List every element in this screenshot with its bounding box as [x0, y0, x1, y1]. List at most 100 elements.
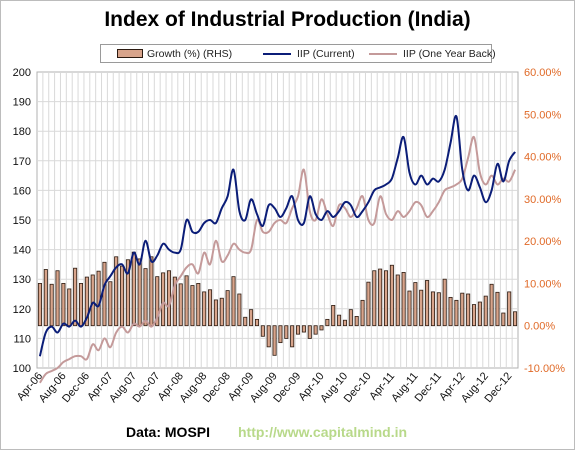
growth-bar	[84, 276, 89, 327]
growth-bar	[413, 282, 418, 327]
growth-bar	[290, 325, 295, 348]
data-source-label: Data: MOSPI	[126, 424, 211, 440]
left-tick-label: 180	[13, 126, 31, 138]
growth-bar	[61, 283, 66, 327]
chart-title: Index of Industrial Production (India)	[104, 8, 471, 31]
growth-bar	[301, 325, 306, 333]
right-tick-label: 20.00%	[524, 236, 562, 248]
growth-bar	[37, 283, 42, 327]
growth-bar	[125, 259, 130, 327]
growth-bar	[67, 288, 72, 327]
growth-bar	[131, 251, 136, 327]
growth-bar	[507, 291, 512, 327]
growth-bar	[366, 281, 371, 327]
growth-bar	[249, 309, 254, 327]
growth-bar	[178, 283, 183, 327]
series-line-iip-current	[38, 114, 516, 357]
growth-bar	[137, 258, 142, 327]
growth-bar	[401, 272, 406, 327]
growth-bar	[389, 264, 394, 327]
growth-bar	[114, 256, 119, 327]
growth-bar	[231, 276, 236, 327]
left-tick-label: 100	[13, 363, 31, 375]
growth-bar	[120, 265, 125, 327]
growth-bar	[442, 278, 447, 327]
left-tick-label: 150	[13, 215, 31, 227]
growth-bar	[407, 290, 412, 327]
left-tick-label: 140	[13, 245, 31, 257]
growth-bar	[425, 280, 430, 327]
growth-bar	[166, 270, 171, 327]
growth-bar	[296, 325, 301, 335]
growth-bar	[96, 270, 101, 327]
growth-bar	[454, 299, 459, 327]
legend: Growth (%) (RHS) IIP (Current) IIP (One …	[100, 44, 496, 63]
right-tick-label: -10.00%	[524, 363, 565, 375]
growth-bar	[143, 268, 148, 327]
growth-bar	[172, 276, 177, 327]
left-tick-label: 120	[13, 304, 31, 316]
left-tick-label: 130	[13, 274, 31, 286]
left-tick-label: 110	[13, 333, 31, 345]
growth-bar	[155, 276, 160, 327]
growth-bar	[196, 283, 201, 327]
growth-bar	[419, 289, 424, 327]
growth-bar	[477, 301, 482, 327]
left-tick-label: 190	[13, 97, 31, 109]
growth-bar	[266, 325, 271, 348]
growth-bar	[243, 316, 248, 327]
growth-bar	[489, 283, 494, 327]
growth-bar	[360, 299, 365, 327]
growth-bar	[319, 325, 324, 331]
growth-bar	[73, 267, 78, 327]
growth-bar	[501, 312, 506, 327]
growth-bar	[208, 289, 213, 327]
right-tick-label: 50.00%	[524, 109, 562, 121]
growth-bar	[161, 272, 166, 327]
growth-bar	[513, 311, 518, 327]
growth-bar	[184, 275, 189, 327]
growth-bar	[448, 296, 453, 327]
growth-bar	[149, 256, 154, 327]
growth-bar	[354, 316, 359, 327]
right-tick-label: 0.00%	[524, 321, 555, 333]
growth-bar	[460, 292, 465, 327]
left-tick-label: 170	[13, 156, 31, 168]
growth-bar	[219, 297, 224, 327]
legend-swatch-growth	[117, 49, 143, 58]
growth-bar	[483, 295, 488, 327]
growth-bar	[384, 270, 389, 327]
growth-bar	[237, 293, 242, 327]
growth-bar	[90, 274, 95, 327]
left-tick-label: 160	[13, 185, 31, 197]
growth-bar	[313, 325, 318, 335]
growth-bar	[466, 293, 471, 327]
growth-bar	[471, 304, 477, 327]
growth-bar	[325, 318, 330, 327]
growth-bar	[337, 314, 342, 327]
growth-bar	[284, 325, 289, 339]
source-url-link[interactable]: http://www.capitalmind.in	[238, 424, 408, 440]
growth-bar	[78, 283, 84, 327]
growth-bar	[43, 269, 48, 327]
growth-bar	[225, 290, 230, 327]
right-tick-label: 10.00%	[524, 278, 562, 290]
legend-label-iip-current: IIP (Current)	[297, 48, 355, 60]
growth-bar	[272, 325, 277, 356]
growth-bar	[213, 299, 218, 327]
growth-bar	[395, 274, 400, 327]
series-line-iip-one-year-back	[39, 136, 517, 384]
growth-bar	[307, 325, 312, 339]
legend-label-growth: Growth (%) (RHS)	[147, 48, 233, 60]
growth-bar	[49, 283, 54, 327]
legend-swatch-iip-current	[263, 53, 291, 55]
growth-bar	[372, 270, 377, 327]
right-tick-label: 60.00%	[524, 67, 562, 79]
growth-bar	[55, 270, 60, 327]
left-tick-label: 200	[13, 67, 31, 79]
growth-bar	[190, 285, 195, 327]
growth-bar	[436, 292, 441, 327]
legend-label-iip-prior: IIP (One Year Back)	[403, 48, 496, 60]
growth-bar	[495, 291, 500, 327]
